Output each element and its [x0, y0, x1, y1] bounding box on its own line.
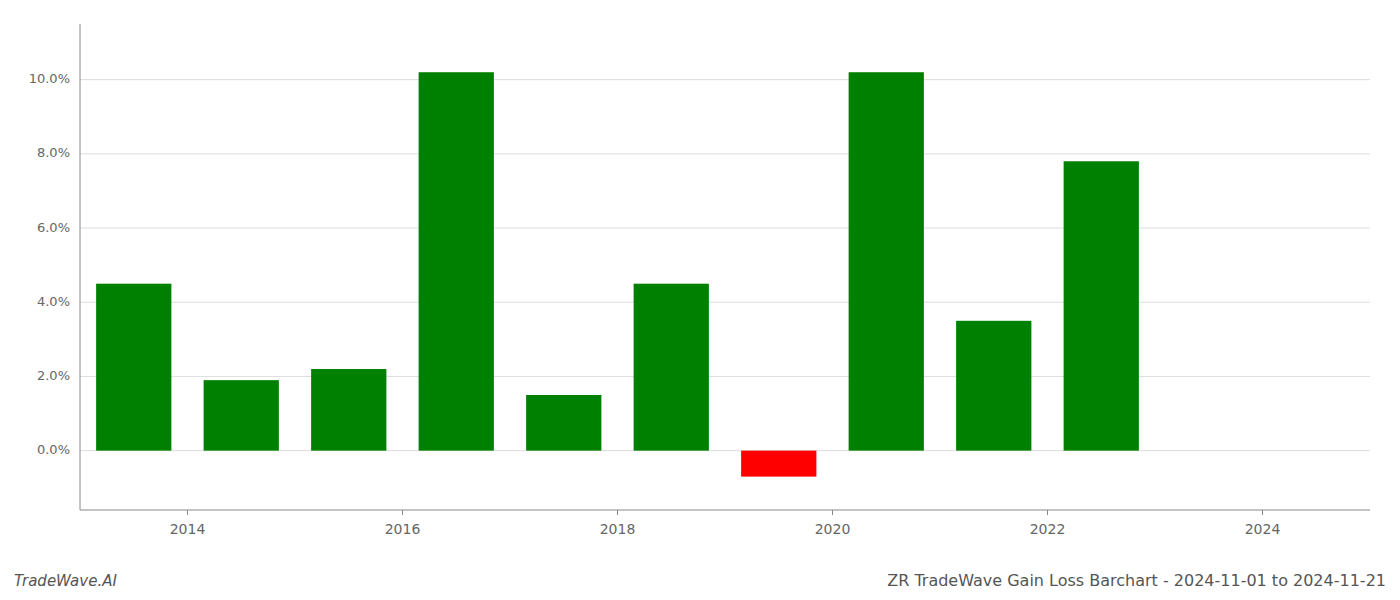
bar	[849, 72, 924, 450]
x-tick	[1047, 510, 1048, 515]
grid-line	[80, 302, 1370, 303]
y-axis-line	[80, 24, 81, 510]
y-tick-label: 2.0%	[37, 368, 70, 383]
y-tick-label: 0.0%	[37, 442, 70, 457]
x-tick	[832, 510, 833, 515]
chart-container: 0.0% 2.0% 4.0% 6.0% 8.0% 10.0% 2014 2016 2018 202…	[0, 0, 1400, 600]
x-tick-label: 2022	[1030, 521, 1066, 537]
bar	[634, 284, 709, 451]
x-tick	[1262, 510, 1263, 515]
x-tick-label: 2018	[600, 521, 636, 537]
y-axis: 0.0% 2.0% 4.0% 6.0% 8.0% 10.0%	[29, 71, 70, 457]
bar	[419, 72, 494, 450]
bar	[96, 284, 171, 451]
chart: 0.0% 2.0% 4.0% 6.0% 8.0% 10.0% 2014 2016 2018 202…	[0, 0, 1400, 600]
x-axis: 2014 2016 2018 2020 2022 2024	[170, 510, 1281, 537]
bars	[96, 72, 1139, 476]
y-tick-label: 4.0%	[37, 294, 70, 309]
bar	[526, 395, 601, 451]
watermark: TradeWave.AI	[14, 572, 117, 590]
bar	[204, 380, 279, 450]
bar	[956, 321, 1031, 451]
bar	[1064, 161, 1139, 450]
bar	[311, 369, 386, 451]
y-tick-label: 10.0%	[29, 71, 70, 86]
grid-line	[80, 376, 1370, 377]
x-tick	[187, 510, 188, 515]
grid-line	[80, 228, 1370, 229]
x-tick-label: 2020	[815, 521, 851, 537]
x-axis-line	[80, 510, 1370, 511]
grid-line	[80, 79, 1370, 80]
bar	[741, 451, 816, 477]
y-tick-label: 8.0%	[37, 145, 70, 160]
grid-line	[80, 153, 1370, 154]
x-tick-label: 2016	[385, 521, 421, 537]
y-tick-label: 6.0%	[37, 220, 70, 235]
title: ZR TradeWave Gain Loss Barchart - 2024-1…	[887, 571, 1386, 590]
grid	[80, 80, 1370, 451]
x-tick	[402, 510, 403, 515]
x-tick-label: 2024	[1245, 521, 1281, 537]
x-tick	[617, 510, 618, 515]
x-tick-label: 2014	[170, 521, 206, 537]
